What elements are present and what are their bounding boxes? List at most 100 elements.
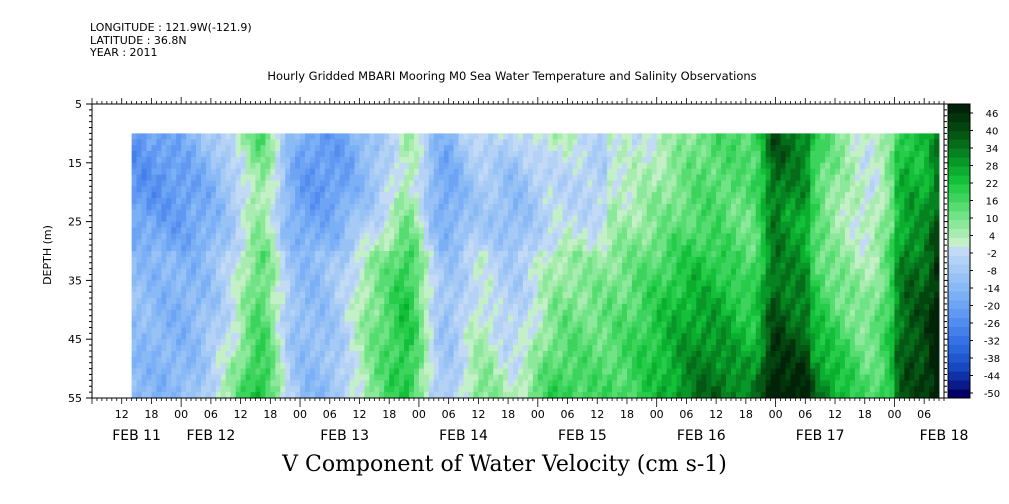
heat-cell: [646, 162, 653, 170]
heat-cell: [324, 309, 331, 317]
heat-cell: [404, 227, 410, 234]
heat-cell: [418, 368, 425, 375]
heat-cell: [250, 262, 256, 270]
heat-cell: [300, 286, 306, 293]
heat-cell: [131, 186, 137, 193]
heat-cell: [641, 374, 648, 381]
heat-cell: [364, 151, 370, 158]
heat-cell: [413, 174, 420, 181]
heat-cell: [300, 174, 306, 181]
heat-cell: [270, 321, 276, 328]
heat-cell: [280, 133, 286, 140]
heat-cell: [255, 227, 261, 234]
heat-cell: [582, 174, 588, 181]
heat-cell: [656, 350, 663, 358]
heat-cell: [527, 168, 534, 175]
heat-cell: [542, 362, 549, 369]
heat-cell: [339, 192, 346, 199]
heat-cell: [265, 356, 271, 364]
heat-cell: [631, 262, 638, 270]
heat-cell: [404, 339, 410, 346]
heat-cell: [607, 274, 613, 281]
heat-cell: [295, 333, 301, 340]
heat-cell: [527, 345, 534, 352]
heat-cell: [597, 345, 603, 352]
heat-cell: [557, 156, 563, 164]
heat-cell: [651, 251, 658, 258]
heat-cell: [413, 350, 420, 358]
heat-cell: [513, 239, 519, 246]
heat-cell: [493, 292, 499, 299]
heat-cell: [631, 274, 638, 281]
heat-cell: [552, 251, 559, 258]
heat-cell: [473, 345, 479, 352]
heat-cell: [339, 245, 346, 252]
heat-cell: [508, 392, 514, 399]
heat-cell: [334, 151, 341, 158]
heat-cell: [453, 133, 459, 140]
heat-cell: [617, 139, 623, 146]
heat-cell: [552, 198, 559, 205]
heat-cell: [458, 180, 464, 187]
heat-cell: [488, 145, 494, 152]
heat-cell: [661, 162, 667, 170]
heat-cell: [483, 245, 489, 252]
heat-cell: [295, 356, 301, 364]
heat-cell: [136, 245, 142, 252]
heat-cell: [557, 239, 563, 246]
heat-cell: [463, 156, 469, 164]
heat-cell: [646, 239, 653, 246]
heat-cell: [275, 303, 281, 311]
heat-cell: [552, 350, 559, 358]
heat-cell: [275, 168, 281, 175]
heat-cell: [522, 274, 529, 281]
heat-cell: [488, 368, 494, 375]
heat-cell: [602, 345, 608, 352]
heat-cell: [587, 303, 593, 311]
heat-cell: [617, 315, 623, 322]
heat-cell: [651, 227, 658, 234]
heat-cell: [215, 198, 222, 205]
heat-cell: [413, 298, 420, 305]
heat-cell: [498, 362, 504, 369]
heat-cell: [210, 168, 217, 175]
heat-cell: [161, 174, 167, 181]
heat-cell: [542, 274, 549, 281]
heat-cell: [290, 162, 296, 170]
heat-cell: [240, 221, 246, 228]
heat-cell: [666, 339, 672, 346]
heat-cell: [166, 303, 172, 311]
heat-cell: [671, 339, 677, 346]
heat-cell: [537, 139, 544, 146]
heat-cell: [319, 350, 326, 358]
heat-cell: [448, 280, 454, 287]
heat-cell: [389, 151, 395, 158]
heat-cell: [265, 321, 271, 328]
heat-cell: [136, 280, 142, 287]
heat-cell: [305, 309, 311, 317]
heat-cell: [488, 156, 494, 164]
heat-cell: [532, 251, 539, 258]
heat-cell: [443, 274, 450, 281]
heat-cell: [587, 168, 593, 175]
heat-cell: [280, 333, 286, 340]
heat-cell: [220, 392, 227, 399]
heat-cell: [617, 345, 623, 352]
heat-cell: [166, 392, 172, 399]
heat-cell: [478, 298, 484, 305]
heat-cell: [503, 209, 509, 217]
heat-cell: [622, 168, 628, 175]
heat-cell: [518, 139, 524, 146]
heat-cell: [423, 298, 430, 305]
heat-cell: [641, 227, 648, 234]
heat-cell: [394, 145, 400, 152]
heat-cell: [676, 215, 682, 222]
heat-cell: [200, 192, 207, 199]
heat-cell: [532, 345, 539, 352]
heat-cell: [374, 333, 380, 340]
heat-cell: [463, 227, 469, 234]
heat-cell: [200, 356, 207, 364]
heat-cell: [418, 309, 425, 317]
heat-cell: [384, 333, 390, 340]
heat-cell: [220, 203, 227, 211]
